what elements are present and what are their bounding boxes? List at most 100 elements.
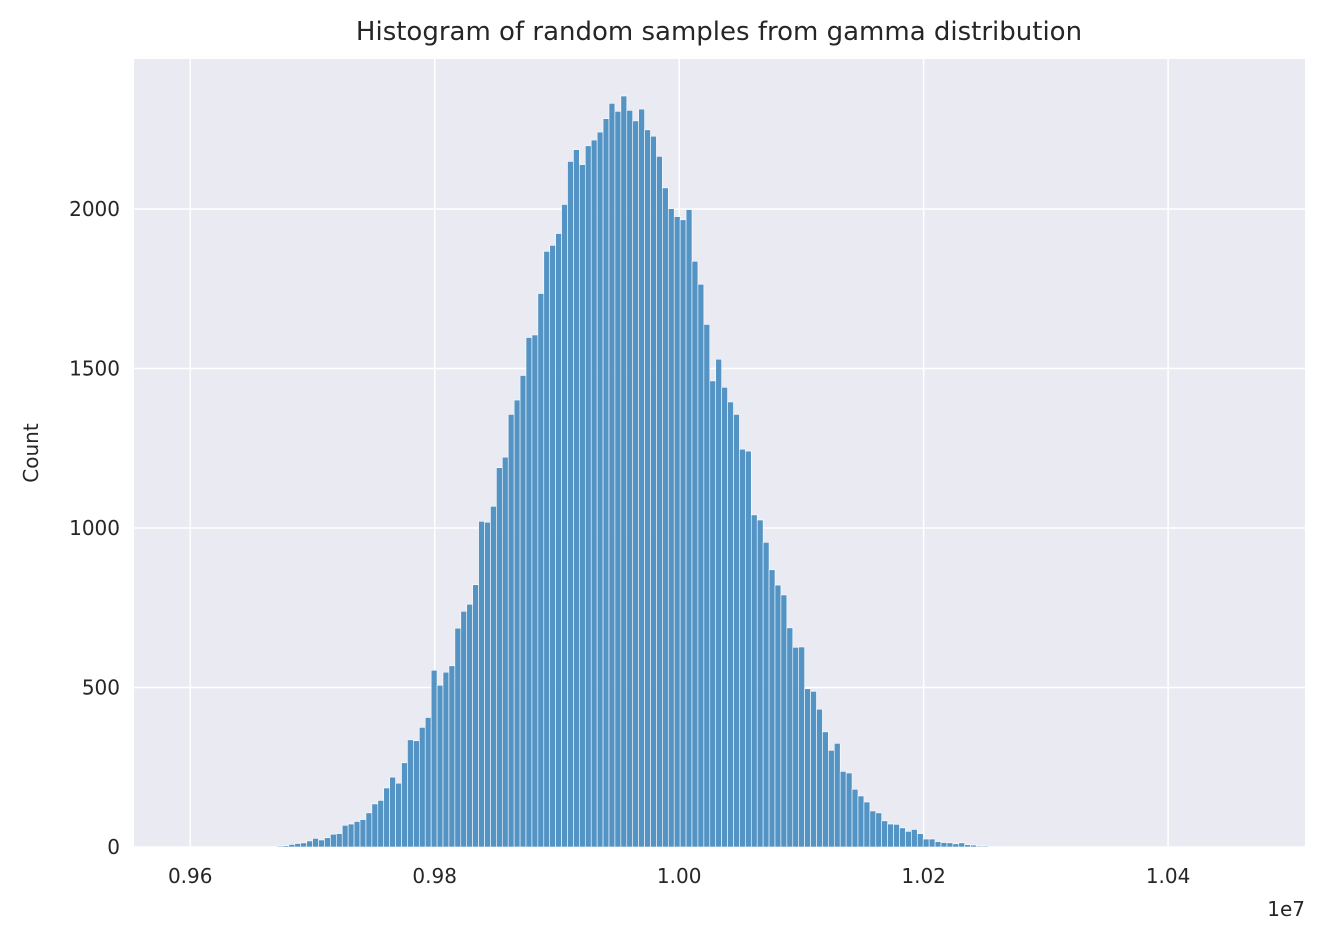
histogram-bar — [715, 358, 722, 848]
histogram-bar — [845, 772, 853, 848]
histogram-bar — [454, 627, 462, 848]
histogram-bar — [733, 414, 740, 848]
histogram-bar — [685, 209, 693, 848]
histogram-bar — [519, 375, 527, 848]
histogram-bar — [982, 845, 989, 848]
histogram-bar — [549, 245, 556, 848]
histogram-bar — [822, 731, 829, 848]
histogram-bar — [810, 691, 817, 848]
histogram-bar — [768, 569, 776, 848]
histogram-bar — [602, 118, 610, 848]
histogram-bar — [466, 603, 473, 848]
histogram-bar — [424, 717, 432, 848]
x-tick-label: 1.00 — [657, 864, 702, 888]
y-tick-label: 0 — [107, 835, 120, 859]
histogram-bar — [347, 823, 355, 848]
histogram-bar — [656, 156, 663, 848]
histogram-bar — [543, 251, 551, 848]
histogram-bar — [893, 824, 900, 848]
histogram-bar — [976, 845, 983, 848]
x-tick-label: 0.96 — [168, 864, 213, 888]
histogram-bar — [911, 829, 918, 848]
x-tick-label: 0.98 — [412, 864, 457, 888]
histogram-bar — [294, 843, 302, 848]
histogram-bar — [739, 448, 746, 848]
histogram-bar — [608, 103, 616, 848]
histogram-bar — [934, 841, 942, 848]
histogram-bar — [490, 505, 497, 848]
histogram-bar — [418, 727, 426, 848]
histogram-bar — [667, 208, 675, 848]
histogram-bar — [851, 788, 859, 848]
histogram-bar — [584, 145, 592, 848]
histogram-bar — [727, 401, 734, 848]
y-tick-labels: 0 500 1000 1500 2000 — [69, 197, 120, 859]
histogram-bar — [341, 825, 349, 848]
histogram-bar — [863, 801, 871, 848]
histogram-bar — [828, 750, 835, 848]
histogram-bar — [816, 708, 823, 848]
y-tick-label: 500 — [82, 675, 120, 699]
histogram-bar — [916, 833, 924, 848]
histogram-bar — [472, 584, 479, 848]
histogram-bar — [662, 187, 669, 848]
histogram-bar — [905, 831, 912, 848]
y-axis-label: Count — [19, 423, 43, 483]
histogram-bar — [721, 386, 728, 848]
histogram-bar — [899, 827, 906, 848]
histogram-bar — [525, 337, 533, 848]
histogram-bar — [994, 846, 1001, 848]
histogram-bar — [531, 334, 539, 848]
histogram-bar — [952, 843, 960, 848]
histogram-bar — [573, 149, 580, 848]
histogram-bar — [430, 669, 438, 848]
histogram-bar — [276, 845, 284, 848]
histogram-bar — [596, 131, 604, 848]
histogram-bar — [632, 120, 639, 848]
histogram-bar — [365, 812, 373, 848]
histogram-bar — [970, 844, 977, 848]
histogram-bar — [335, 833, 343, 848]
histogram-bar — [750, 514, 758, 848]
y-tick-label: 2000 — [69, 197, 120, 221]
histogram-bar — [638, 108, 645, 848]
histogram-bar — [318, 839, 325, 848]
histogram-bar — [804, 688, 811, 848]
histogram-bar — [762, 542, 770, 848]
histogram-bar — [448, 665, 456, 848]
histogram-bar — [691, 260, 699, 848]
histogram-bar — [413, 740, 420, 848]
histogram-bar — [875, 812, 883, 848]
histogram-bar — [881, 820, 888, 848]
histogram-bar — [359, 819, 367, 848]
x-tick-labels: 0.96 0.98 1.00 1.02 1.04 — [168, 864, 1190, 888]
histogram-bar — [709, 380, 717, 848]
histogram-bar — [383, 787, 390, 848]
histogram-bar — [964, 844, 971, 848]
histogram-bar — [650, 135, 657, 848]
histogram-bar — [857, 795, 865, 848]
histogram-bar — [958, 842, 966, 848]
histogram-bar — [407, 739, 414, 848]
histogram-bar — [353, 821, 361, 848]
histogram-bar — [513, 399, 521, 848]
y-tick-label: 1500 — [69, 356, 120, 380]
histogram-bar — [679, 219, 687, 848]
histogram-bar — [484, 521, 491, 848]
histogram-bar — [377, 800, 385, 848]
histogram-bar — [614, 111, 622, 848]
histogram-bar — [478, 520, 485, 848]
histogram-bar — [567, 161, 574, 848]
histogram-bar — [792, 646, 800, 848]
histogram-bar — [922, 838, 930, 848]
histogram-bar — [786, 627, 794, 848]
histogram-bar — [703, 324, 711, 848]
histogram-bar — [371, 803, 379, 848]
histogram-bar — [501, 456, 509, 848]
histogram-bar — [590, 139, 598, 848]
histogram-bar — [940, 842, 948, 848]
histogram-bar — [869, 810, 877, 848]
x-tick-label: 1.04 — [1146, 864, 1191, 888]
histogram-bar — [579, 164, 586, 848]
